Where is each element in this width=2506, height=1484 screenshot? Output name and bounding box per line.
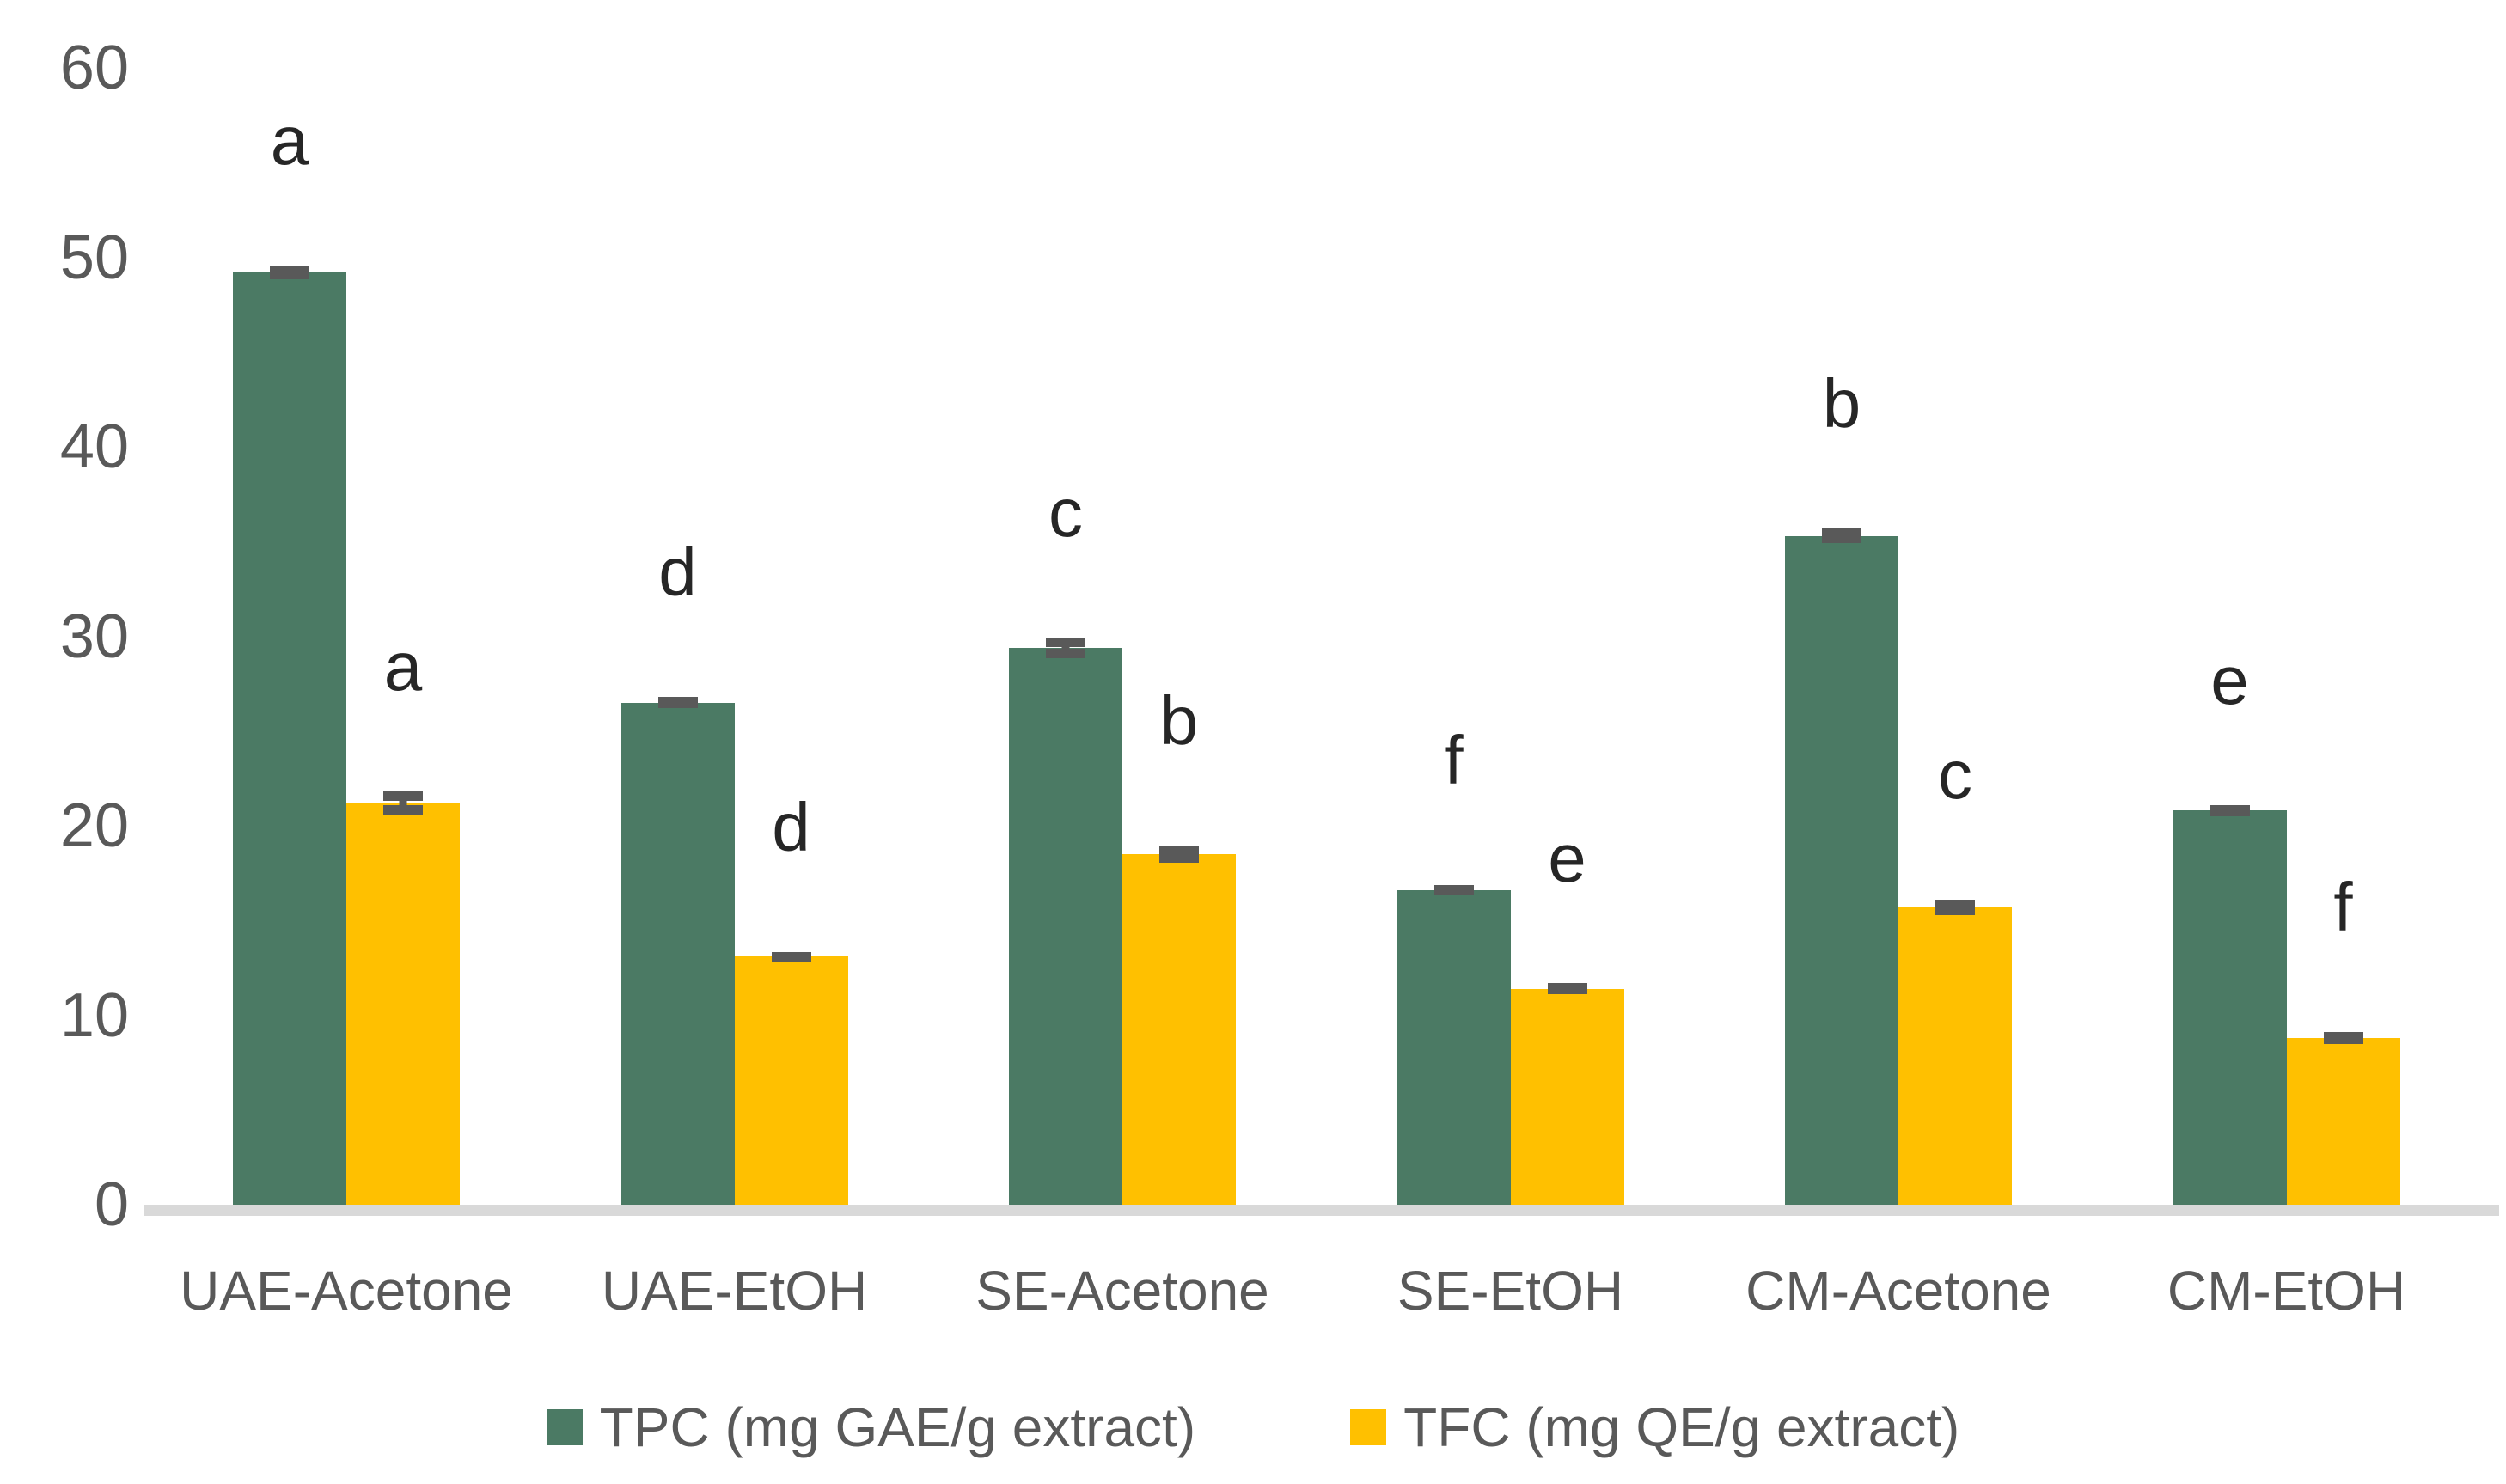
y-axis-tick-label-30: 30 [59,602,129,671]
bar-tpc-cm-etoh [2173,810,2287,1205]
error-bar-tfc-se-etoh [1547,983,1587,995]
x-axis-label-cm-etoh: CM-EtOH [2167,1260,2406,1322]
x-axis-line [144,1205,2499,1216]
significance-letter-tfc-uae-etoh: d [772,788,810,865]
significance-letter-tfc-uae-acetone: a [383,628,423,705]
bar-tfc-cm-etoh [2286,1037,2400,1205]
x-axis-label-se-acetone: SE-Acetone [975,1260,1269,1322]
bar-tfc-cm-acetone [1898,907,2012,1205]
legend-item-tfc: TFC (mg QE/g extract) [1350,1395,1959,1459]
significance-letter-tfc-cm-etoh: f [2333,869,2353,946]
bar-tpc-uae-etoh [620,702,735,1205]
significance-letter-tfc-se-etoh: e [1548,820,1586,896]
y-axis-tick-label-50: 50 [59,223,129,292]
bar-tfc-uae-acetone [346,803,460,1205]
x-axis-label-uae-acetone: UAE-Acetone [180,1260,513,1322]
significance-letter-tpc-se-etoh: f [1444,722,1464,799]
legend-label-tfc: TFC (mg QE/g extract) [1403,1396,1960,1458]
error-bar-tpc-cm-etoh [2210,804,2250,816]
significance-letter-tpc-uae-acetone: a [270,102,309,180]
error-bar-tfc-cm-etoh [2323,1032,2363,1044]
y-axis-tick-label-0: 0 [94,1170,129,1239]
significance-letter-tfc-se-acetone: b [1159,682,1199,760]
x-axis-label-uae-etoh: UAE-EtOH [601,1260,868,1322]
significance-letter-tpc-cm-acetone: b [1822,364,1861,442]
bar-tpc-uae-acetone [233,272,346,1205]
legend: TPC (mg GAE/g extract) TFC (mg QE/g extr… [0,1395,2506,1459]
error-bar-tfc-se-acetone [1159,846,1199,863]
error-bar-tpc-uae-etoh [657,697,698,709]
error-bar-tpc-uae-acetone [270,266,309,279]
error-bar-tpc-se-acetone [1046,637,1085,658]
bar-tpc-cm-acetone [1785,535,1898,1205]
significance-letter-tfc-cm-acetone: c [1938,736,1972,813]
significance-letter-tpc-uae-etoh: d [658,534,697,611]
tpc-series-swatch-icon [546,1409,583,1445]
tfc-series-swatch-icon [1350,1409,1387,1445]
bar-tpc-se-etoh [1397,889,1511,1205]
error-bar-tpc-se-etoh [1433,885,1474,895]
bar-tfc-se-acetone [1122,854,1236,1205]
significance-letter-tpc-se-acetone: c [1048,473,1083,551]
legend-label-tpc: TPC (mg GAE/g extract) [599,1396,1196,1458]
bar-tfc-se-etoh [1510,988,1624,1205]
legend-item-tpc: TPC (mg GAE/g extract) [546,1395,1196,1459]
y-axis-tick-label-20: 20 [59,791,129,860]
bar-tpc-se-acetone [1009,647,1122,1205]
bar-tfc-uae-etoh [734,956,848,1205]
x-axis-label-se-etoh: SE-EtOH [1397,1260,1624,1322]
y-axis-tick-label-60: 60 [59,34,129,102]
y-axis-tick-label-10: 10 [59,980,129,1050]
x-axis-label-cm-acetone: CM-Acetone [1745,1260,2051,1322]
error-bar-tpc-cm-acetone [1822,528,1861,544]
error-bar-tfc-uae-etoh [771,951,811,962]
error-bar-tfc-cm-acetone [1935,899,1975,915]
significance-letter-tpc-cm-etoh: e [2210,641,2249,718]
y-axis-tick-label-40: 40 [59,412,129,481]
error-bar-tfc-uae-acetone [383,791,423,815]
